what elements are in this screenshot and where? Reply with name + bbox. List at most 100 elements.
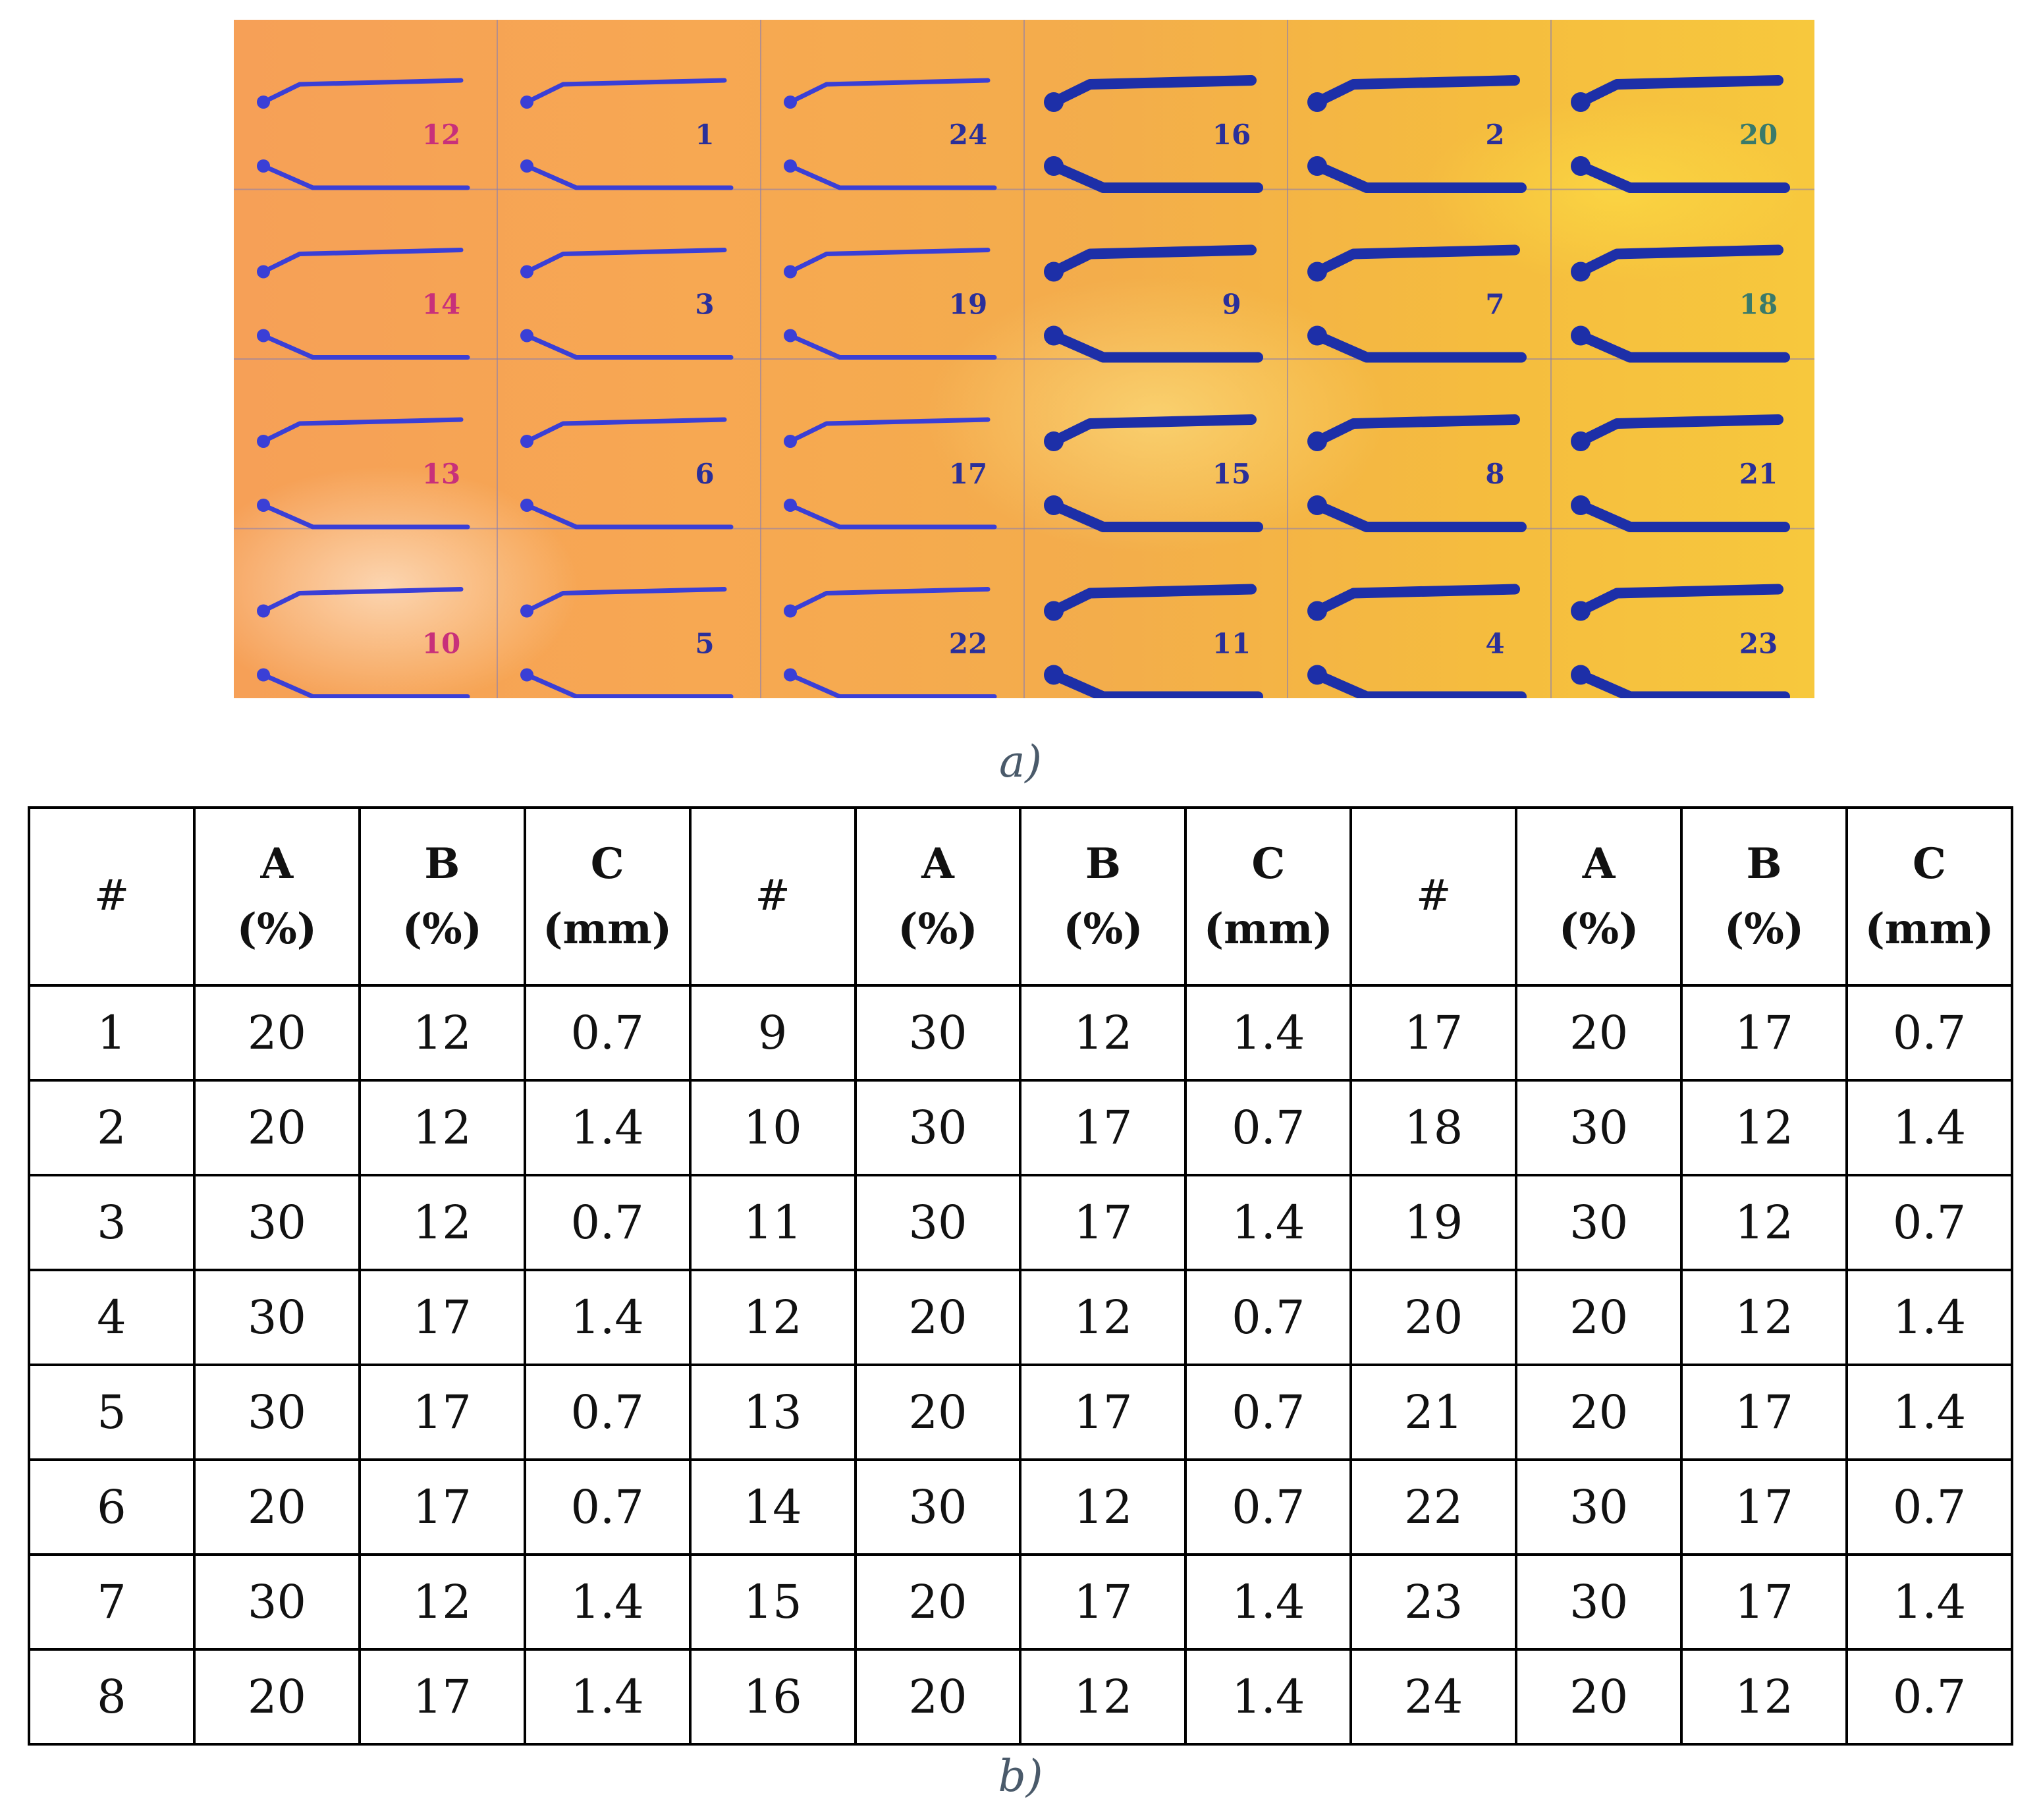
table-cell: 18 (1349, 1079, 1518, 1176)
header-label: # (94, 871, 130, 921)
electrode-pad (1307, 665, 1327, 685)
header-unit: (%) (1724, 904, 1805, 954)
electrode-pad (1307, 92, 1327, 112)
table-cell: 1.4 (523, 1553, 692, 1651)
electrode-pad (1571, 431, 1591, 451)
table-cell: 1.4 (523, 1648, 692, 1746)
table-cell: 12 (1019, 1269, 1187, 1366)
header-label: C (590, 839, 624, 889)
sample-number: 20 (1739, 119, 1778, 151)
electrode-pad (1571, 495, 1591, 515)
table-cell: 12 (358, 1174, 526, 1271)
table-row: 6 20 17 0.7 14 30 12 0.7 22 30 17 0.7 (28, 1458, 2014, 1556)
table-cell: 12 (1680, 1174, 1848, 1271)
electrode-trace (261, 417, 464, 444)
electrode-cell: 4 (1307, 584, 1527, 698)
electrode-trace (1048, 414, 1257, 447)
table-cell: 0.7 (1184, 1079, 1353, 1176)
electrode-trace (788, 673, 997, 698)
electrode-pad (1044, 92, 1064, 112)
electrode-cell: 14 (257, 248, 470, 360)
electrode-cell: 22 (784, 587, 997, 698)
table-cell: 6 (28, 1458, 196, 1556)
electrode-pad (1571, 262, 1591, 282)
table-row: 5 30 17 0.7 13 20 17 0.7 21 20 17 1.4 (28, 1364, 2014, 1461)
table-cell: 0.7 (523, 1458, 692, 1556)
header-cell: A (%) (1515, 806, 1683, 987)
table-cell: 30 (1515, 1174, 1683, 1271)
electrode-cell: 16 (1044, 75, 1263, 193)
table-cell: 30 (192, 1364, 361, 1461)
table-cell: 4 (28, 1269, 196, 1366)
electrode-trace (1575, 75, 1783, 107)
electrode-cell: 13 (257, 417, 470, 530)
table-cell: 8 (28, 1648, 196, 1746)
electrode-pad (257, 604, 270, 618)
table-cell: 2 (28, 1079, 196, 1176)
table-cell: 30 (192, 1174, 361, 1271)
electrode-pad (520, 604, 533, 618)
electrode-cell: 8 (1307, 414, 1527, 532)
electrode-trace (1575, 414, 1783, 447)
header-label: A (260, 839, 294, 889)
table-cell: 12 (1680, 1648, 1848, 1746)
electrode-pad (1571, 156, 1591, 176)
table-cell: 15 (688, 1553, 857, 1651)
table-cell: 12 (358, 984, 526, 1082)
electrode-trace (524, 333, 734, 360)
electrode-pad (1571, 665, 1591, 685)
table-row: 1 20 12 0.7 9 30 12 1.4 17 20 17 0.7 (28, 984, 2014, 1082)
electrode-trace (788, 333, 997, 360)
electrode-cell: 18 (1571, 244, 1790, 363)
table-cell: 13 (688, 1364, 857, 1461)
electrode-cell: 11 (1044, 584, 1263, 698)
electrode-pad (1307, 156, 1327, 176)
electrode-pad (257, 96, 270, 109)
header-label: B (1085, 839, 1121, 889)
electrode-cell: 5 (520, 587, 734, 698)
electrode-pad (1044, 495, 1064, 515)
header-cell: C (mm) (1184, 806, 1353, 987)
table-cell: 1.4 (1845, 1079, 2014, 1176)
table-cell: 12 (358, 1553, 526, 1651)
table-cell: 21 (1349, 1364, 1518, 1461)
table-cell: 9 (688, 984, 857, 1082)
electrode-pad (784, 668, 797, 682)
table-cell: 20 (854, 1648, 1022, 1746)
table-cell: 0.7 (1184, 1269, 1353, 1366)
electrode-pad (784, 96, 797, 109)
sample-number: 1 (695, 119, 714, 151)
table-row: 3 30 12 0.7 11 30 17 1.4 19 30 12 0.7 (28, 1174, 2014, 1271)
table-cell: 20 (1515, 1269, 1683, 1366)
electrode-trace (1575, 584, 1783, 617)
header-label: C (1251, 839, 1286, 889)
header-label: C (1913, 839, 1946, 889)
electrode-trace (1048, 584, 1257, 617)
electrode-pad (784, 604, 797, 618)
electrode-trace (524, 587, 727, 613)
table-cell: 17 (1019, 1364, 1187, 1461)
sample-number: 6 (695, 458, 714, 490)
header-cell: B (%) (1019, 806, 1187, 987)
table-row: 2 20 12 1.4 10 30 17 0.7 18 30 12 1.4 (28, 1079, 2014, 1176)
table-cell: 20 (192, 984, 361, 1082)
table-cell: 0.7 (523, 1174, 692, 1271)
table-cell: 1.4 (1184, 1553, 1353, 1651)
header-cell: # (1349, 806, 1518, 987)
electrode-cell: 21 (1571, 414, 1790, 532)
sample-number: 16 (1212, 119, 1251, 151)
electrode-trace (1575, 330, 1790, 363)
electrode-trace (788, 417, 991, 444)
electrode-cell: 19 (784, 248, 997, 360)
sample-number: 9 (1222, 289, 1241, 321)
caption-a: a) (998, 736, 1043, 787)
table-cell: 30 (854, 1079, 1022, 1176)
table-cell: 12 (1019, 1648, 1187, 1746)
header-label: # (755, 871, 790, 921)
electrode-cell: 20 (1571, 75, 1790, 193)
table-cell: 0.7 (523, 984, 692, 1082)
table-row: 8 20 17 1.4 16 20 12 1.4 24 20 12 0.7 (28, 1648, 2014, 1746)
sample-number: 14 (422, 289, 460, 321)
table-cell: 20 (192, 1458, 361, 1556)
electrode-trace (1312, 244, 1520, 277)
